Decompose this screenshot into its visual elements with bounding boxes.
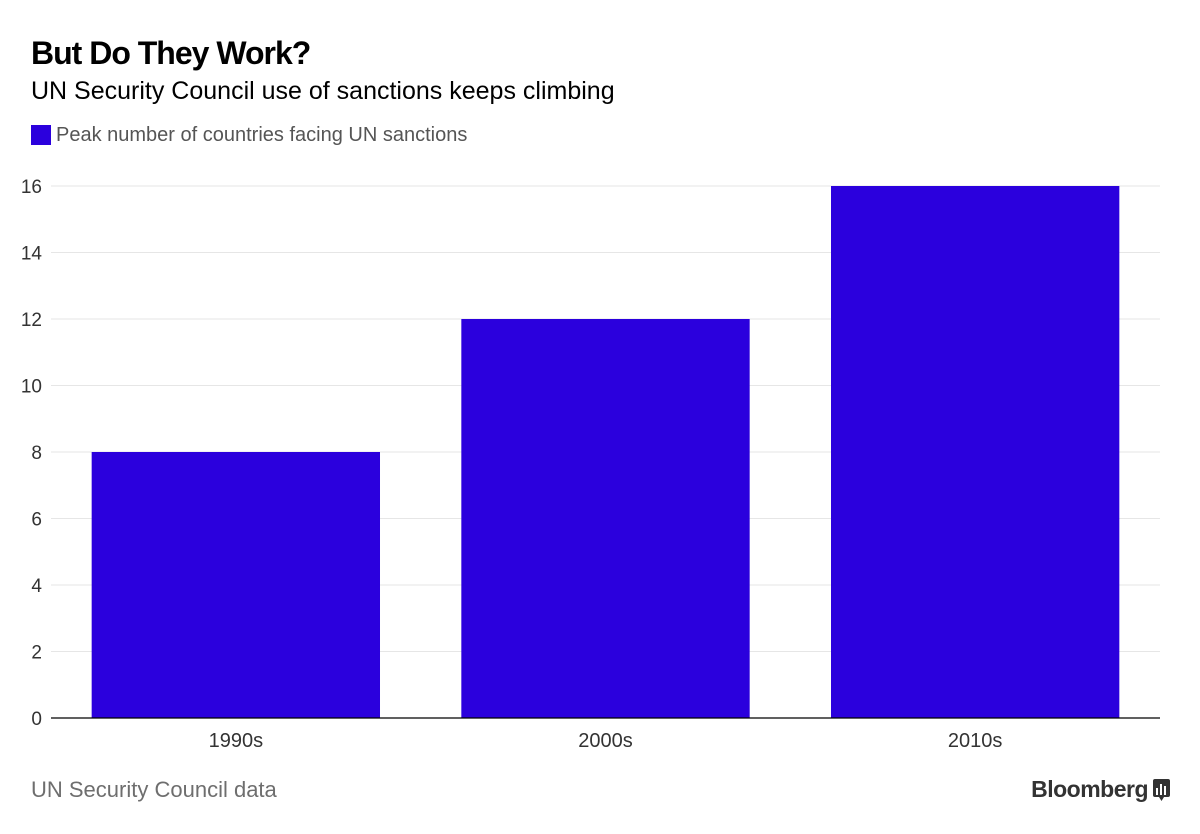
legend: Peak number of countries facing UN sanct… [31,123,467,147]
y-tick-label: 12 [21,310,42,331]
chart-title: But Do They Work? [31,35,311,71]
y-tick-label: 10 [21,377,42,398]
legend-swatch [31,125,51,145]
y-tick-label: 16 [21,177,42,198]
brand-name: Bloomberg [1031,776,1148,802]
y-tick-label: 4 [31,576,42,597]
bar [91,452,381,718]
y-tick-label: 0 [31,709,42,730]
chart-subtitle: UN Security Council use of sanctions kee… [31,77,615,105]
source-note: UN Security Council data [31,777,277,802]
legend-label: Peak number of countries facing UN sanct… [56,123,468,146]
y-tick-label: 2 [31,643,42,664]
bar [830,186,1120,718]
y-tick-label: 14 [21,244,43,265]
y-tick-label: 6 [31,510,42,531]
y-tick-label: 8 [31,443,42,464]
x-tick-label: 2010s [948,730,1003,752]
bar [461,319,750,718]
brand-logo: Bloomberg [1031,776,1170,803]
x-tick-label: 2000s [578,730,633,752]
bar-chart-icon [1153,778,1170,801]
x-tick-label: 1990s [209,730,264,752]
